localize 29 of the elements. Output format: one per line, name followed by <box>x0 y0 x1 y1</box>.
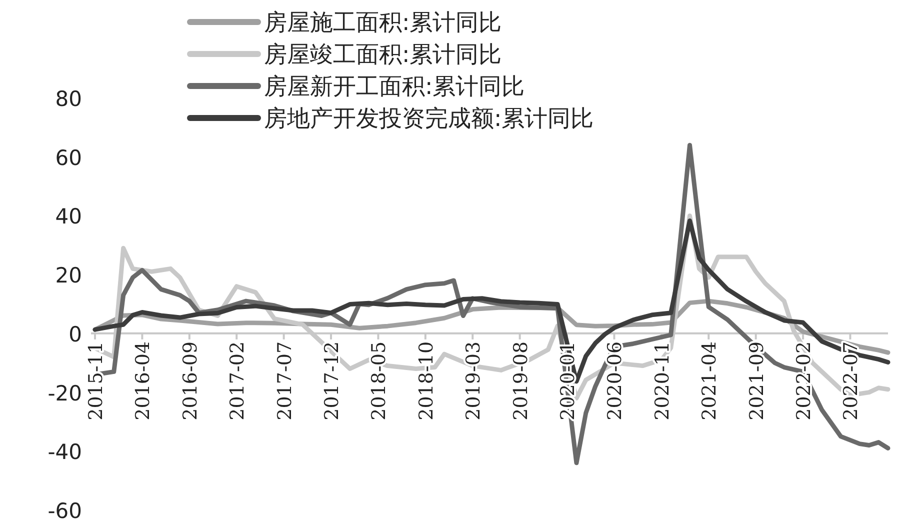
x-tick-label: 2021-09 <box>746 341 768 420</box>
x-tick-label: 2017-07 <box>274 341 296 420</box>
x-tick-label: 2021-04 <box>698 341 721 420</box>
y-tick-label: 60 <box>55 146 82 170</box>
legend-label: 房屋竣工面积:累计同比 <box>264 42 502 68</box>
x-tick-label: 2016-09 <box>179 341 202 420</box>
x-tick-label: 2020-06 <box>604 341 626 420</box>
x-tick-label: 2018-10 <box>415 341 438 420</box>
legend-label: 房屋新开工面积:累计同比 <box>264 74 525 100</box>
x-tick-label: 2019-08 <box>510 341 532 420</box>
y-tick-label: -60 <box>48 499 82 523</box>
legend-label: 房地产开发投资完成额:累计同比 <box>264 106 594 132</box>
y-tick-label: 40 <box>55 204 82 229</box>
x-tick-label: 2022-02 <box>793 341 816 420</box>
x-tick-label: 2017-02 <box>226 341 249 420</box>
x-tick-label: 2020-01 <box>557 341 580 420</box>
x-tick-label: 2020-11 <box>651 341 674 420</box>
x-tick-label: 2019-03 <box>462 341 485 420</box>
x-tick-label: 2022-07 <box>840 341 862 420</box>
x-tick-label: 2016-04 <box>132 341 154 420</box>
x-tick-label: 2017-12 <box>321 341 344 420</box>
x-tick-label: 2015-11 <box>85 341 107 420</box>
x-tick-label: 2018-05 <box>368 341 390 420</box>
y-tick-label: 20 <box>55 264 82 288</box>
y-tick-label: 0 <box>68 322 82 346</box>
y-tick-label: -40 <box>48 440 82 464</box>
legend-label: 房屋施工面积:累计同比 <box>264 10 502 36</box>
y-tick-label: 80 <box>55 87 82 111</box>
y-tick-label: -20 <box>48 381 82 406</box>
